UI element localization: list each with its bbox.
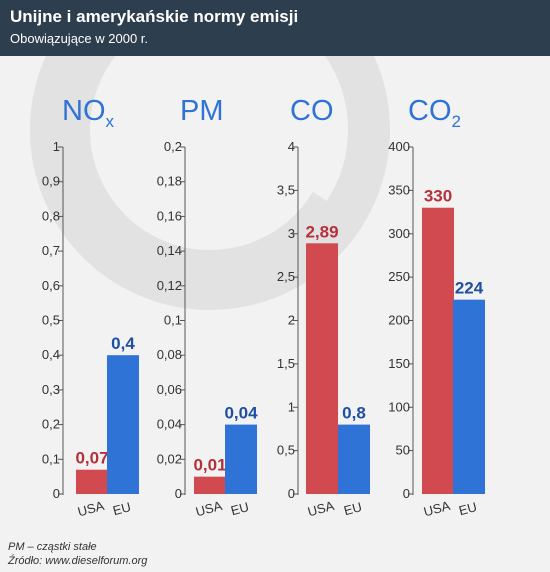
panel-title: CO: [290, 95, 334, 127]
y-tick-label: 0,06: [157, 382, 182, 397]
y-tick-label: 0,08: [157, 347, 182, 362]
value-label: 0,8: [342, 404, 366, 423]
value-label: 330: [424, 187, 452, 206]
y-tick-label: 100: [388, 399, 410, 414]
bar-usa: [76, 469, 108, 494]
y-tick-label: 50: [396, 443, 410, 458]
value-label: 0,07: [75, 449, 108, 468]
y-tick-label: 1,5: [277, 356, 295, 371]
category-label: USA: [422, 498, 452, 519]
y-tick-label: 3: [288, 226, 295, 241]
y-tick-label: 150: [388, 356, 410, 371]
y-tick-label: 0,9: [42, 174, 60, 189]
y-tick-label: 0,02: [157, 451, 182, 466]
y-tick-label: 0,1: [42, 451, 60, 466]
y-tick-label: 300: [388, 226, 410, 241]
y-tick-label: 250: [388, 269, 410, 284]
chart-title: Unijne i amerykańskie normy emisji: [10, 7, 299, 26]
y-tick-label: 0,2: [164, 139, 182, 154]
y-tick-label: 0: [53, 486, 60, 501]
y-tick-label: 0,16: [157, 208, 182, 223]
category-label: EU: [229, 499, 250, 518]
y-tick-label: 0: [403, 486, 410, 501]
y-tick-label: 200: [388, 313, 410, 328]
chart-panel-co2: CO2 0 50 100 150 200 250 300 350 400 330 USA 224 EU: [388, 95, 485, 519]
y-tick-label: 0,7: [42, 243, 60, 258]
category-label: USA: [194, 498, 224, 519]
panel-title: NOx: [62, 95, 115, 131]
y-tick-label: 0,12: [157, 278, 182, 293]
bar-eu: [225, 424, 257, 494]
y-tick-label: 0,3: [42, 382, 60, 397]
category-label: EU: [342, 499, 363, 518]
y-tick-label: 0,5: [277, 443, 295, 458]
value-label: 224: [455, 279, 484, 298]
y-tick-label: 3,5: [277, 182, 295, 197]
category-label: USA: [306, 498, 336, 519]
bar-usa: [422, 207, 454, 494]
y-tick-label: 0,1: [164, 313, 182, 328]
bar-usa: [194, 476, 226, 494]
chart-panel-pm: PM 0 0,02 0,04 0,06 0,08 0,1 0,12 0,14 0,16 0,18 0,…: [157, 95, 258, 519]
y-tick-label: 0: [175, 486, 182, 501]
category-label: EU: [457, 499, 478, 518]
y-tick-label: 0: [288, 486, 295, 501]
y-tick-label: 2,5: [277, 269, 295, 284]
value-label: 0,01: [193, 456, 226, 475]
chart-panel-nox: NOx 0 0,1 0,2 0,3 0,4 0,5 0,6 0,7 0,8 0,9 1 0,07 USA 0…: [42, 95, 139, 519]
bar-eu: [338, 424, 370, 494]
footer-source: Źródło: www.dieselforum.org: [8, 555, 148, 567]
value-label: 2,89: [305, 222, 338, 241]
value-label: 0,4: [111, 334, 135, 353]
category-label: EU: [111, 499, 132, 518]
header: Unijne i amerykańskie normy emisji Obowi…: [0, 0, 550, 56]
y-tick-label: 0,2: [42, 417, 60, 432]
y-tick-label: 0,4: [42, 347, 60, 362]
panel-title: PM: [180, 95, 224, 127]
panel-title: CO2: [408, 95, 461, 131]
y-tick-label: 350: [388, 182, 410, 197]
chart-subtitle: Obowiązujące w 2000 r.: [10, 31, 149, 46]
y-tick-label: 1: [288, 399, 295, 414]
y-tick-label: 1: [53, 139, 60, 154]
category-label: USA: [76, 498, 106, 519]
bar-usa: [306, 243, 338, 494]
chart-panel-co: CO 0 0,5 1 1,5 2 2,5 3 3,5 4 2,89 USA 0,8 EU: [277, 95, 370, 519]
y-tick-label: 4: [288, 139, 295, 154]
y-tick-label: 0,6: [42, 278, 60, 293]
y-tick-label: 0,8: [42, 208, 60, 223]
y-tick-label: 0,18: [157, 174, 182, 189]
y-tick-label: 0,14: [157, 243, 182, 258]
footer-note: PM – cząstki stałe: [8, 541, 97, 553]
y-tick-label: 0,04: [157, 417, 182, 432]
value-label: 0,04: [224, 404, 258, 423]
bar-eu: [453, 299, 485, 494]
y-tick-label: 2: [288, 313, 295, 328]
y-tick-label: 0,5: [42, 313, 60, 328]
bar-eu: [107, 355, 139, 494]
y-tick-label: 400: [388, 139, 410, 154]
